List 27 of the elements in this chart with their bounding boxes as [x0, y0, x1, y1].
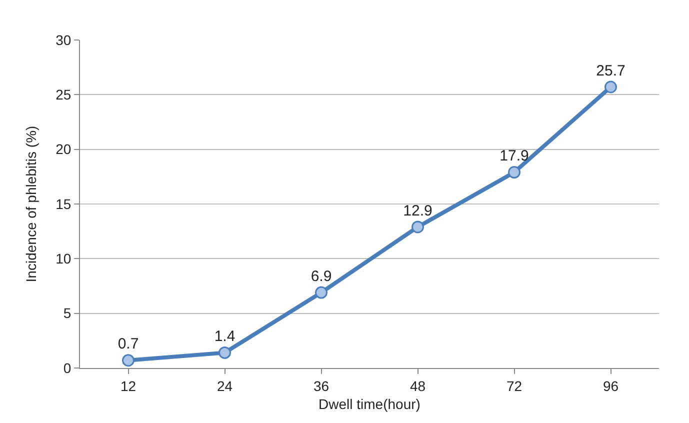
point	[218, 346, 231, 359]
data-label: 0.7	[118, 336, 139, 353]
y-tick-label: 15	[56, 196, 72, 212]
data-label: 25.7	[596, 62, 626, 80]
data-label: 6.9	[310, 268, 332, 285]
x-tick-label: 12	[120, 378, 136, 394]
y-tick-label: 20	[56, 141, 72, 158]
y-tick-label: 5	[63, 305, 72, 322]
data-label: 12.9	[403, 202, 432, 220]
x-tick-label: 72	[506, 378, 522, 394]
data-label: 1.4	[214, 328, 236, 346]
point	[508, 166, 520, 179]
y-tick-label: 30	[56, 32, 72, 48]
data-label: 17.9	[500, 148, 529, 165]
point	[412, 220, 424, 234]
y-tick-label: 0	[63, 360, 72, 376]
point	[604, 80, 617, 94]
point	[122, 354, 134, 367]
x-axis-title: Dwell time(hour)	[318, 396, 420, 412]
x-tick-label: 24	[216, 378, 233, 394]
y-tick-label: 25	[56, 86, 72, 103]
y-axis-title: Incidence of phlebitis (%)	[23, 126, 40, 282]
x-tick-label: 96	[602, 378, 619, 394]
x-tick-label: 36	[313, 378, 330, 394]
x-tick-label: 48	[410, 378, 426, 394]
y-tick-label: 10	[56, 250, 72, 267]
point	[315, 286, 328, 299]
